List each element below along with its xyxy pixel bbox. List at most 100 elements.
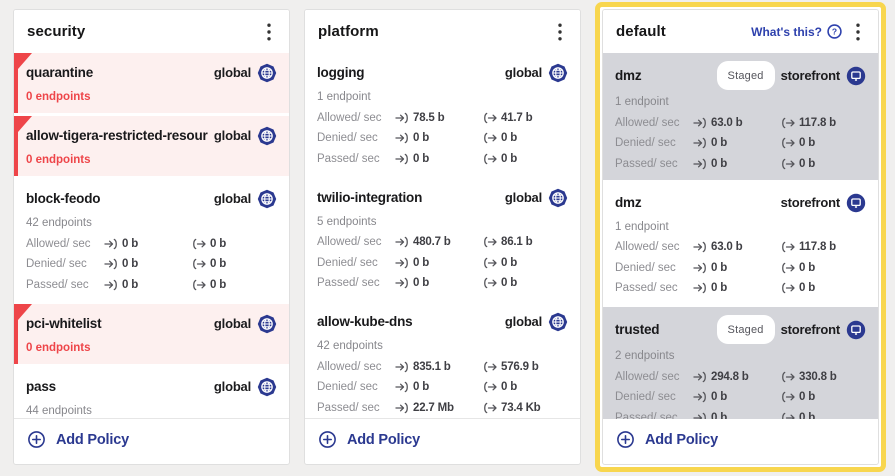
add-policy-button[interactable]: Add Policy <box>603 419 878 464</box>
policy-name: pass <box>26 378 56 394</box>
tier-menu-button[interactable] <box>851 22 865 42</box>
card-title-right: global <box>505 186 568 210</box>
egress-value: 0 b <box>799 261 816 274</box>
policy-card[interactable]: logging global 1 endpoint Allowed/ sec <box>305 53 580 175</box>
traffic-stats: Allowed/ sec 78.5 b 41.7 b <box>317 111 568 166</box>
ingress-stat: 0 b <box>395 380 483 394</box>
card-title-right: global <box>505 310 568 334</box>
policy-card[interactable]: block-feodo global 42 endpoints Allowed/… <box>14 179 289 301</box>
egress-stat: 0 b <box>781 411 816 420</box>
stat-label: Allowed/ sec <box>317 111 382 124</box>
egress-icon <box>484 381 497 393</box>
card-title-row: pci-whitelist global <box>26 312 277 336</box>
stat-label: Denied/ sec <box>317 256 378 269</box>
card-title-row: allow-kube-dns global <box>317 310 568 334</box>
egress-value: 0 b <box>799 391 816 403</box>
add-policy-button[interactable]: Add Policy <box>14 419 289 464</box>
stat-label: Denied/ sec <box>26 258 87 270</box>
policy-name: dmz <box>615 67 642 83</box>
stat-row-denied: Denied/ sec 0 b 0 b <box>317 131 568 145</box>
stat-row-passed: Passed/ sec 0 b 0 b <box>615 281 866 295</box>
tier-menu-button[interactable] <box>262 22 276 42</box>
plus-circle-icon <box>319 431 336 448</box>
plus-circle-icon <box>28 431 45 448</box>
stat-row-denied: Denied/ sec 0 b 0 b <box>615 136 866 150</box>
endpoints-count: 2 endpoints <box>615 350 675 362</box>
card-title-row: dmz Staged storefront <box>615 61 866 90</box>
stat-label: Allowed/ sec <box>615 241 680 253</box>
scope-label: storefront <box>780 67 841 83</box>
stat-row-allowed: Allowed/ sec 63.0 b 117.8 b <box>615 116 866 130</box>
policy-card[interactable]: pci-whitelist global 0 endpoints <box>14 303 289 364</box>
policy-name: trusted <box>615 321 660 337</box>
egress-value: 0 b <box>501 277 518 289</box>
ingress-icon <box>395 132 408 144</box>
ingress-icon <box>693 241 706 253</box>
policy-card[interactable]: dmz storefront 1 endpoint Allowed/ sec <box>603 182 878 304</box>
ingress-value: 0 b <box>711 391 728 403</box>
tier-menu-button[interactable] <box>553 22 567 42</box>
plus-circle-icon <box>617 431 634 448</box>
scope-label: global <box>213 191 251 206</box>
ingress-stat: 0 b <box>104 237 192 251</box>
stat-label: Denied/ sec <box>615 137 676 149</box>
ingress-icon <box>395 153 408 164</box>
egress-icon <box>484 402 497 413</box>
egress-stat: 0 b <box>781 390 815 404</box>
stat-label: Allowed/ sec <box>317 236 382 248</box>
policy-card[interactable]: allow-tigera-restricted-resources global… <box>14 116 289 176</box>
ingress-stat: 78.5 b <box>395 111 483 125</box>
stat-row-passed: Passed/ sec 22.7 Mb 73.4 Kb <box>317 401 568 415</box>
globe-icon <box>257 189 277 209</box>
kebab-icon <box>558 23 562 40</box>
card-title-row: block-feodo global <box>26 187 277 211</box>
traffic-stats: Allowed/ sec 480.7 b 86.1 b <box>317 235 568 290</box>
card-title-right: storefront <box>781 191 866 215</box>
egress-icon <box>484 112 497 123</box>
endpoints-count: 1 endpoint <box>615 96 669 108</box>
add-policy-label: Add Policy <box>645 431 718 448</box>
egress-stat: 0 b <box>483 276 517 290</box>
ingress-stat: 0 b <box>395 131 483 145</box>
policy-tier-column: platform logging global <box>304 9 581 465</box>
egress-value: 0 b <box>799 411 816 420</box>
stat-label: Denied/ sec <box>317 381 378 393</box>
policy-card[interactable]: twilio-integration global 5 endpoints Al… <box>305 177 580 299</box>
traffic-stats: Allowed/ sec 0 b 0 b Denie <box>26 237 277 292</box>
monitor-icon <box>846 193 866 212</box>
whats-this-link[interactable]: What's this? ? <box>751 24 842 39</box>
policy-card[interactable]: quarantine global 0 endpoints <box>14 53 289 113</box>
endpoints-count: 0 endpoints <box>26 154 91 166</box>
ingress-icon <box>395 381 408 393</box>
ingress-value: 480.7 b <box>413 236 451 248</box>
stat-label: Denied/ sec <box>615 261 676 274</box>
egress-stat: 41.7 b <box>483 111 533 125</box>
egress-value: 0 b <box>210 237 227 250</box>
ingress-stat: 0 b <box>104 257 192 271</box>
endpoints-count: 42 endpoints <box>317 340 383 352</box>
egress-icon <box>782 262 795 273</box>
card-title-right: global <box>505 61 568 85</box>
stat-row-denied: Denied/ sec 0 b 0 b <box>615 261 866 275</box>
endpoints-count: 5 endpoints <box>317 215 377 228</box>
stat-row-allowed: Allowed/ sec 480.7 b 86.1 b <box>317 235 568 249</box>
add-policy-label: Add Policy <box>347 431 420 448</box>
egress-icon <box>484 361 497 372</box>
scope-label: global <box>504 189 542 205</box>
ingress-stat: 22.7 Mb <box>395 401 483 415</box>
egress-stat: 0 b <box>192 278 226 292</box>
egress-icon <box>782 241 795 253</box>
policy-card[interactable]: trusted Staged storefront 2 endpoints Al… <box>603 307 878 419</box>
egress-value: 0 b <box>210 258 227 270</box>
card-title-row: allow-tigera-restricted-resources global <box>26 124 277 148</box>
tier-title: platform <box>318 23 379 40</box>
policy-card[interactable]: pass global 44 endpoints Allowed/ sec <box>14 366 289 418</box>
policy-card[interactable]: dmz Staged storefront 1 endpoint Allowed… <box>603 53 878 180</box>
add-policy-button[interactable]: Add Policy <box>305 419 580 464</box>
policy-name: allow-tigera-restricted-resources <box>26 128 208 143</box>
ingress-value: 0 b <box>413 277 430 289</box>
stat-row-denied: Denied/ sec 0 b 0 b <box>26 257 277 271</box>
svg-text:?: ? <box>832 27 837 37</box>
ingress-stat: 0 b <box>693 157 781 171</box>
policy-card[interactable]: allow-kube-dns global 42 endpoints Allow… <box>305 302 580 418</box>
